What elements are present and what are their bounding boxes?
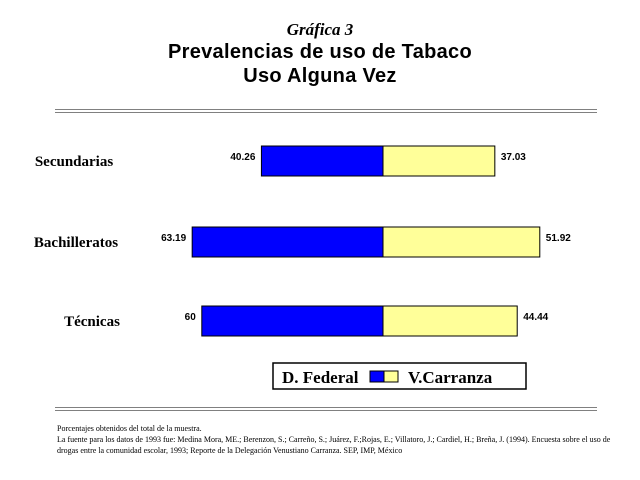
bar-d-federal: [191, 226, 384, 258]
value-label-v-carranza: 44.44: [523, 312, 548, 323]
notes-line-1: Porcentajes obtenidos del total de la mu…: [57, 424, 202, 433]
notes-line-2: La fuente para los datos de 1993 fue: Me…: [57, 435, 611, 455]
bar-d-federal: [260, 145, 384, 177]
chart-header: Gráfica 3 Prevalencias de uso de Tabaco …: [0, 20, 640, 88]
value-label-d-federal: 40.26: [230, 152, 255, 163]
category-label: Secundarias: [35, 154, 114, 170]
figure-label: Gráfica 3: [286, 20, 354, 39]
top-divider: [55, 109, 597, 113]
legend-box: [272, 362, 527, 390]
legend-label-v-carranza: V.Carranza: [408, 368, 493, 387]
value-label-d-federal: 60: [185, 312, 197, 323]
legend-swatch-v-carranza: [383, 370, 399, 383]
bar-v-carranza: [382, 226, 541, 258]
category-label: Técnicas: [64, 314, 120, 330]
value-label-v-carranza: 51.92: [546, 233, 571, 244]
source-notes: Porcentajes obtenidos del total de la mu…: [57, 423, 627, 456]
legend-swatch-d-federal: [369, 370, 385, 383]
legend-label-d-federal: D. Federal: [282, 368, 359, 387]
chart-subtitle: Uso Alguna Vez: [243, 65, 397, 87]
bar-d-federal: [201, 305, 384, 337]
bar-chart: Secundarias 40.26 37.03 Bachilleratos 63.19 5…: [34, 145, 571, 390]
bar-v-carranza: [382, 145, 496, 177]
category-label: Bachilleratos: [34, 235, 118, 251]
bar-v-carranza: [382, 305, 518, 337]
value-label-v-carranza: 37.03: [501, 152, 526, 163]
chart-title: Prevalencias de uso de Tabaco: [167, 41, 472, 63]
bottom-divider: [55, 407, 597, 411]
value-label-d-federal: 63.19: [161, 233, 186, 244]
